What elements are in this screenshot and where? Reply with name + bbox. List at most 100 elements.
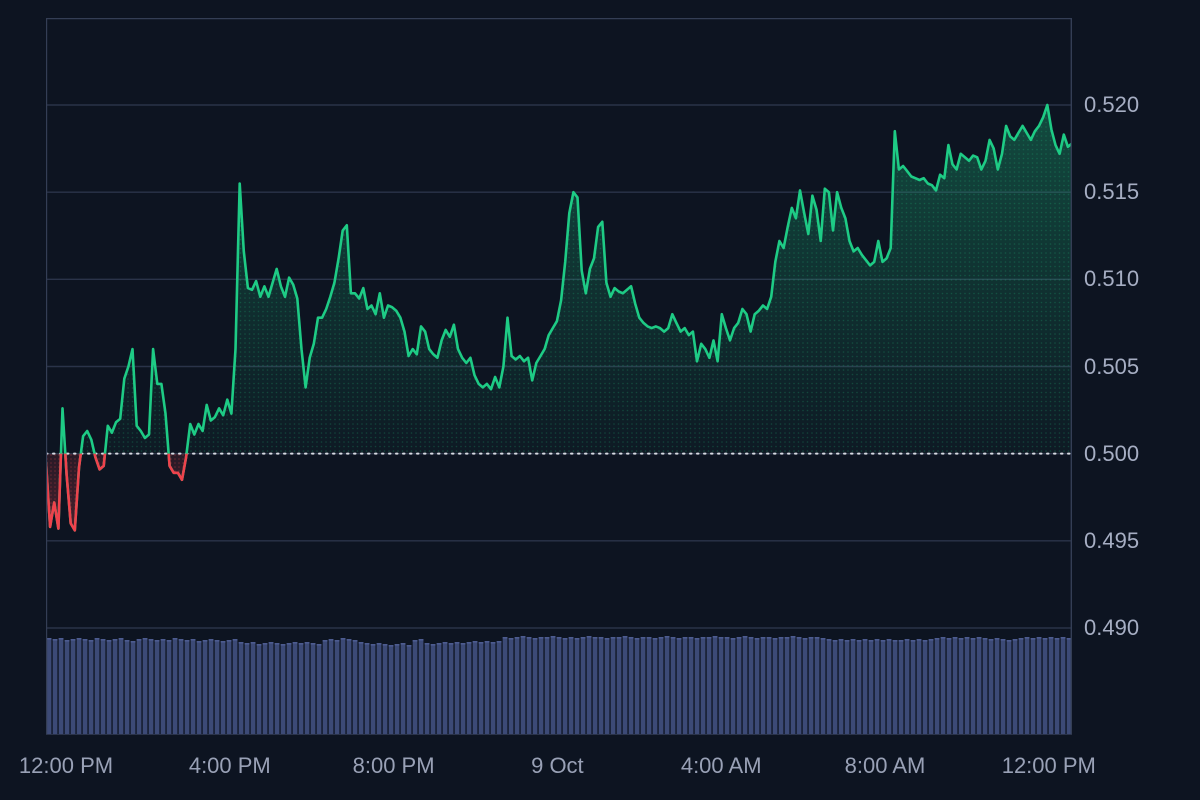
- x-axis-tick-label: 12:00 PM: [18, 753, 114, 778]
- volume-bar-cap: [118, 638, 124, 640]
- volume-bar: [100, 639, 106, 735]
- volume-bar-cap: [922, 640, 928, 642]
- volume-bar: [256, 644, 262, 735]
- volume-bar-cap: [1024, 637, 1030, 639]
- volume-bar-cap: [382, 644, 388, 646]
- volume-bar-cap: [454, 642, 460, 644]
- volume-bar: [316, 644, 322, 735]
- volume-bar: [1060, 637, 1066, 735]
- volume-bar: [676, 638, 682, 735]
- volume-bar-cap: [964, 637, 970, 639]
- volume-bar: [580, 637, 586, 735]
- volume-bar: [682, 637, 688, 735]
- volume-bar-cap: [778, 637, 784, 639]
- volume-bar: [496, 641, 502, 735]
- volume-bar: [418, 639, 424, 735]
- volume-bar-cap: [988, 639, 994, 641]
- volume-bar: [730, 638, 736, 735]
- volume-bar-cap: [460, 643, 466, 645]
- volume-bar: [1018, 638, 1024, 735]
- volume-bar: [460, 643, 466, 735]
- volume-bar: [526, 637, 532, 735]
- volume-bar-cap: [400, 643, 406, 645]
- volume-bar-cap: [412, 640, 418, 642]
- volume-bar: [808, 637, 814, 735]
- volume-bar-cap: [286, 643, 292, 645]
- volume-bar-cap: [316, 644, 322, 646]
- volume-bar: [262, 643, 268, 735]
- volume-bar-cap: [394, 644, 400, 646]
- volume-bar-cap: [304, 642, 310, 644]
- volume-bar-cap: [370, 644, 376, 646]
- volume-bar-cap: [562, 638, 568, 640]
- y-axis-tick-label: 0.520: [1084, 92, 1140, 117]
- volume-bar-cap: [886, 639, 892, 641]
- volume-bar: [298, 643, 304, 735]
- volume-bar: [1024, 637, 1030, 735]
- volume-bar: [154, 640, 160, 735]
- volume-bar-cap: [220, 641, 226, 643]
- volume-bar-cap: [178, 639, 184, 641]
- volume-bar: [400, 643, 406, 735]
- volume-bar-cap: [844, 640, 850, 642]
- volume-bar: [388, 645, 394, 735]
- volume-bar-cap: [550, 636, 556, 638]
- volume-bar: [658, 637, 664, 735]
- volume-bar: [244, 643, 250, 735]
- volume-bar-cap: [892, 640, 898, 642]
- volume-bar-cap: [910, 640, 916, 642]
- volume-bar-cap: [1042, 638, 1048, 640]
- volume-bar-cap: [832, 640, 838, 642]
- volume-bar: [382, 644, 388, 735]
- volume-bar-cap: [616, 637, 622, 639]
- volume-bar: [958, 638, 964, 735]
- volume-bar: [214, 640, 220, 735]
- volume-bar: [886, 639, 892, 735]
- volume-bar-cap: [148, 639, 154, 641]
- volume-bar-cap: [568, 637, 574, 639]
- volume-bar-cap: [880, 640, 886, 642]
- volume-bar-cap: [520, 636, 526, 638]
- volume-bar: [898, 640, 904, 735]
- plot-border: [46, 18, 1072, 735]
- volume-bar: [550, 636, 556, 735]
- volume-bar-cap: [724, 637, 730, 639]
- x-axis-tick-label: 4:00 AM: [680, 753, 762, 778]
- volume-bar: [304, 642, 310, 735]
- x-axis-tick-label: 4:00 PM: [188, 753, 271, 778]
- volume-bar: [520, 636, 526, 735]
- volume-bar: [178, 639, 184, 735]
- volume-bar: [790, 636, 796, 735]
- volume-bar-cap: [598, 637, 604, 639]
- volume-bar-cap: [202, 640, 208, 642]
- y-axis-tick-label: 0.515: [1084, 179, 1140, 205]
- chart-canvas[interactable]: [46, 18, 1072, 735]
- volume-bar-cap: [526, 637, 532, 639]
- volume-bar-cap: [1048, 637, 1054, 639]
- volume-bar-cap: [82, 639, 88, 641]
- volume-bar-cap: [70, 639, 76, 641]
- volume-bar-cap: [298, 643, 304, 645]
- volume-bar: [250, 642, 256, 735]
- volume-bar: [202, 640, 208, 735]
- volume-bar-cap: [352, 640, 358, 642]
- volume-bar: [838, 639, 844, 735]
- volume-bar-cap: [592, 637, 598, 639]
- volume-bar: [844, 640, 850, 735]
- volume-bar: [856, 640, 862, 735]
- volume-bar-cap: [172, 638, 178, 640]
- volume-bar: [1006, 640, 1012, 735]
- volume-bar: [166, 640, 172, 735]
- volume-bar-cap: [268, 642, 274, 644]
- volume-bar: [592, 637, 598, 735]
- volume-bar: [922, 640, 928, 735]
- volume-bar-cap: [688, 637, 694, 639]
- volume-bar-cap: [676, 638, 682, 640]
- volume-bar-cap: [802, 638, 808, 640]
- volume-bar-cap: [142, 638, 148, 640]
- volume-bar: [646, 637, 652, 735]
- volume-bar-cap: [472, 641, 478, 643]
- volume-bar: [772, 638, 778, 735]
- volume-bar: [370, 644, 376, 735]
- volume-bar-cap: [814, 637, 820, 639]
